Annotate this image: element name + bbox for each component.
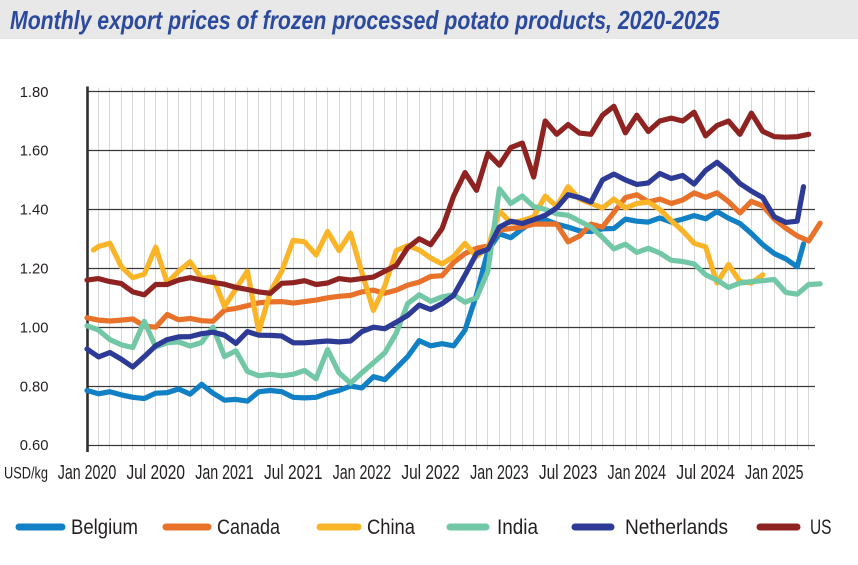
svg-text:Jul 2022: Jul 2022 <box>401 462 460 484</box>
svg-text:1.60: 1.60 <box>20 144 49 160</box>
svg-text:India: India <box>497 515 538 539</box>
svg-text:Jul 2024: Jul 2024 <box>676 462 735 484</box>
svg-text:Canada: Canada <box>217 515 280 539</box>
svg-text:Netherlands: Netherlands <box>625 515 728 539</box>
svg-text:1.20: 1.20 <box>20 262 49 278</box>
svg-text:Jan 2021: Jan 2021 <box>195 462 254 484</box>
svg-text:Jan 2020: Jan 2020 <box>58 462 117 484</box>
svg-text:China: China <box>367 515 415 539</box>
svg-text:Jan 2025: Jan 2025 <box>745 462 804 484</box>
svg-text:1.80: 1.80 <box>20 85 49 101</box>
svg-text:Jul 2021: Jul 2021 <box>264 462 323 484</box>
svg-text:Jul 2020: Jul 2020 <box>126 462 185 484</box>
svg-text:0.80: 0.80 <box>20 379 49 395</box>
svg-text:Belgium: Belgium <box>71 515 138 539</box>
svg-text:1.00: 1.00 <box>20 320 49 336</box>
svg-text:Jul 2023: Jul 2023 <box>539 462 598 484</box>
svg-text:1.40: 1.40 <box>20 203 49 219</box>
svg-text:0.60: 0.60 <box>20 438 49 454</box>
svg-text:Jan 2024: Jan 2024 <box>608 462 667 484</box>
svg-text:USD/kg: USD/kg <box>4 464 48 483</box>
svg-text:US: US <box>810 515 832 539</box>
svg-text:Jan 2023: Jan 2023 <box>470 462 529 484</box>
svg-text:Jan 2022: Jan 2022 <box>333 462 392 484</box>
